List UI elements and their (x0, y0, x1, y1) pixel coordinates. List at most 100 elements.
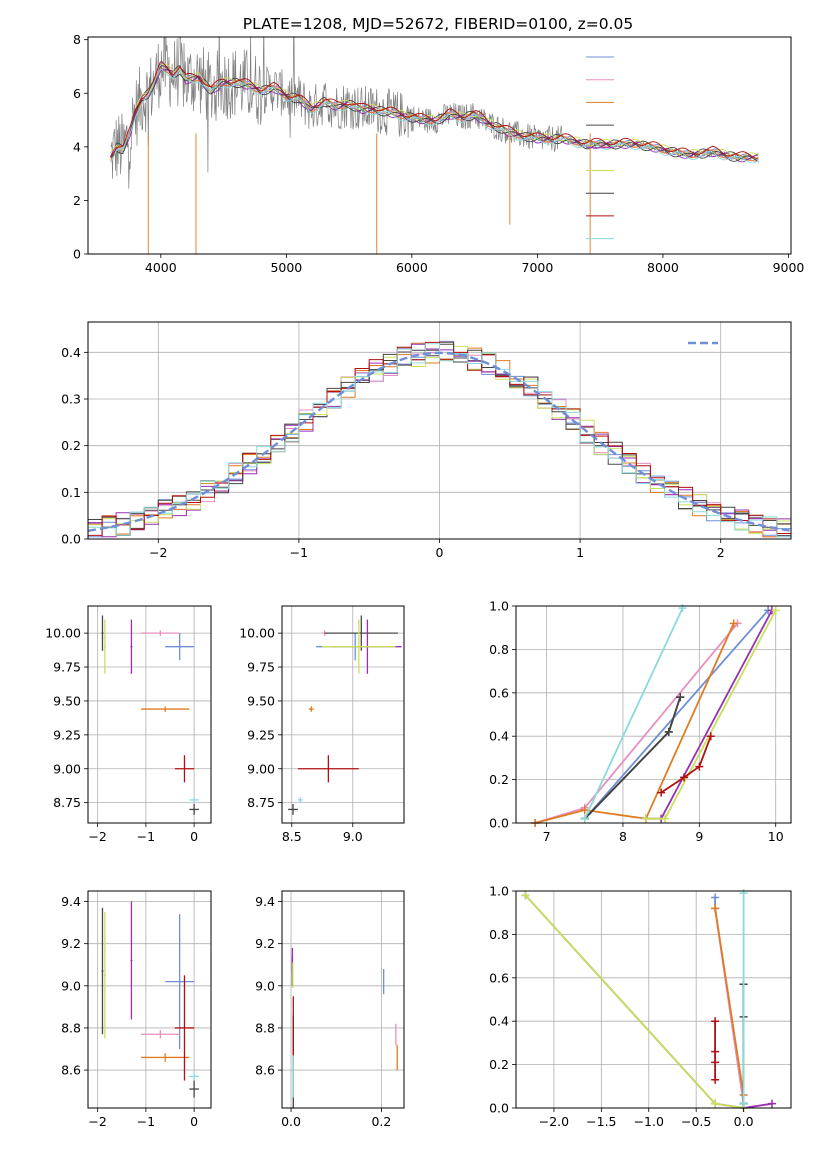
mass-weight-vs-age-panel: 7 8 9 10 0.0 0.2 0.4 0.6 0.8 1.0 (489, 599, 792, 844)
axes-frame (87, 605, 212, 824)
plot-area (101, 615, 199, 815)
mass-weight-marker (771, 606, 780, 615)
mass-weight-marker (580, 814, 589, 823)
age-vs-mass-panel: 8.5 9.0 8.75 9.00 9.25 9.50 9.75 10.00 (239, 605, 405, 844)
mass-weight-marker (580, 805, 589, 814)
mass-weight-marker (711, 1058, 720, 1067)
axes-frame (281, 890, 405, 1109)
x-tick-label: 1 (576, 545, 584, 560)
y-tick-label: 8.75 (53, 795, 81, 810)
mass-weight-marker (739, 889, 748, 898)
y-tick-label: 0.3 (61, 392, 81, 407)
mass-weight-marker (660, 814, 669, 823)
y-tick-label: 9.25 (247, 727, 275, 742)
mass-weight-marker (711, 1047, 720, 1056)
y-tick-label: 9.50 (53, 693, 81, 708)
mass-weight-marker (711, 904, 720, 913)
axes-frame (281, 605, 405, 824)
x-tick-label: −1 (137, 1114, 155, 1129)
model-line-salpeter-stelib (110, 61, 759, 159)
plot-area (531, 604, 780, 827)
y-tick-label: 9.4 (255, 894, 275, 909)
y-tick-label: 9.00 (247, 761, 275, 776)
plot-area (288, 615, 402, 815)
y-tick-label: 0.0 (61, 532, 81, 547)
x-tick-label: 5000 (270, 260, 302, 275)
x-tick-label: 9 (695, 829, 703, 844)
mass-weight-marker (768, 1099, 777, 1108)
x-tick-label: 10 (768, 829, 784, 844)
mass-weight-marker (711, 1017, 720, 1026)
y-tick-label: 9.75 (247, 660, 275, 675)
y-tick-label: 0.4 (489, 1014, 509, 1029)
y-tick-label: 0 (73, 247, 81, 262)
y-tick-label: 0.2 (489, 772, 509, 787)
y-tick-label: 0.8 (489, 642, 509, 657)
plot-area (291, 947, 398, 1108)
mass-weight-line (534, 623, 735, 824)
mass-weight-marker (739, 1099, 748, 1108)
axes-frame (515, 890, 792, 1109)
spectrum-panel: 4000 5000 6000 7000 8000 9000 0 2 4 6 8 (73, 32, 805, 275)
y-tick-label: 9.2 (255, 936, 275, 951)
y-tick-label: 9.75 (53, 660, 81, 675)
x-tick-label: 2 (717, 545, 725, 560)
axes-frame (515, 605, 792, 824)
mass-vs-ebv-panel: 0.0 0.2 8.6 8.8 9.0 9.2 9.4 (255, 890, 405, 1129)
mass-weight-marker (706, 732, 715, 741)
mass-weight-marker (521, 891, 530, 900)
x-tick-label: 0.2 (371, 1114, 391, 1129)
x-tick-label: 9.0 (343, 829, 363, 844)
y-tick-label: 8.6 (255, 1063, 275, 1078)
mass-weight-marker (678, 604, 687, 613)
y-tick-label: 0.4 (489, 729, 509, 744)
plot-area (521, 889, 777, 1112)
plot-area (110, 37, 759, 254)
model-line-chabrier-miles (110, 62, 759, 161)
plot-area (87, 340, 792, 538)
y-tick-label: 8.8 (61, 1020, 81, 1035)
mass-weight-marker (641, 814, 650, 823)
model-line-kroupa-stelib (110, 68, 759, 164)
axes-frame (87, 321, 792, 540)
y-tick-label: 9.2 (61, 936, 81, 951)
y-tick-label: 0.2 (61, 438, 81, 453)
x-tick-label: −2 (88, 829, 106, 844)
x-tick-label: 9000 (773, 260, 805, 275)
y-tick-label: 0.2 (489, 1057, 509, 1072)
x-tick-label: −1 (290, 545, 308, 560)
x-tick-label: 0 (190, 1114, 198, 1129)
residual-histogram-panel: −2 −1 0 1 2 0.0 0.1 0.2 0.3 0.4 (61, 321, 792, 560)
mass-weight-line (583, 607, 684, 820)
y-tick-label: 9.50 (247, 693, 275, 708)
mass-weight-marker (664, 727, 673, 736)
x-tick-label: 8.5 (282, 829, 302, 844)
y-tick-label: 10.00 (45, 626, 81, 641)
y-tick-label: 9.25 (53, 727, 81, 742)
x-tick-label: −2 (88, 1114, 106, 1129)
histogram-step-salpeter-stelib (88, 341, 791, 536)
y-tick-label: 2 (73, 193, 81, 208)
x-tick-label: 0.0 (734, 1114, 754, 1129)
y-tick-label: 0.0 (489, 1101, 509, 1116)
y-tick-label: 9.4 (61, 894, 81, 909)
x-tick-label: −2 (149, 545, 167, 560)
x-tick-label: −0.5 (681, 1114, 711, 1129)
mass-weight-marker (676, 693, 685, 702)
x-tick-label: 4000 (145, 260, 177, 275)
plot-area (101, 901, 199, 1098)
x-tick-label: 8000 (647, 260, 679, 275)
y-tick-label: 0.4 (61, 345, 81, 360)
y-tick-label: 9.0 (255, 978, 275, 993)
y-tick-label: 1.0 (489, 884, 509, 899)
y-tick-label: 1.0 (489, 599, 509, 614)
mass-weight-marker (711, 1075, 720, 1084)
x-tick-label: 7 (543, 829, 551, 844)
y-tick-label: 4 (73, 139, 81, 154)
y-tick-label: 8 (73, 32, 81, 47)
x-tick-label: 7000 (522, 260, 554, 275)
mass-weight-line (584, 609, 769, 820)
x-tick-label: 8 (619, 829, 627, 844)
axes-frame (87, 36, 792, 255)
